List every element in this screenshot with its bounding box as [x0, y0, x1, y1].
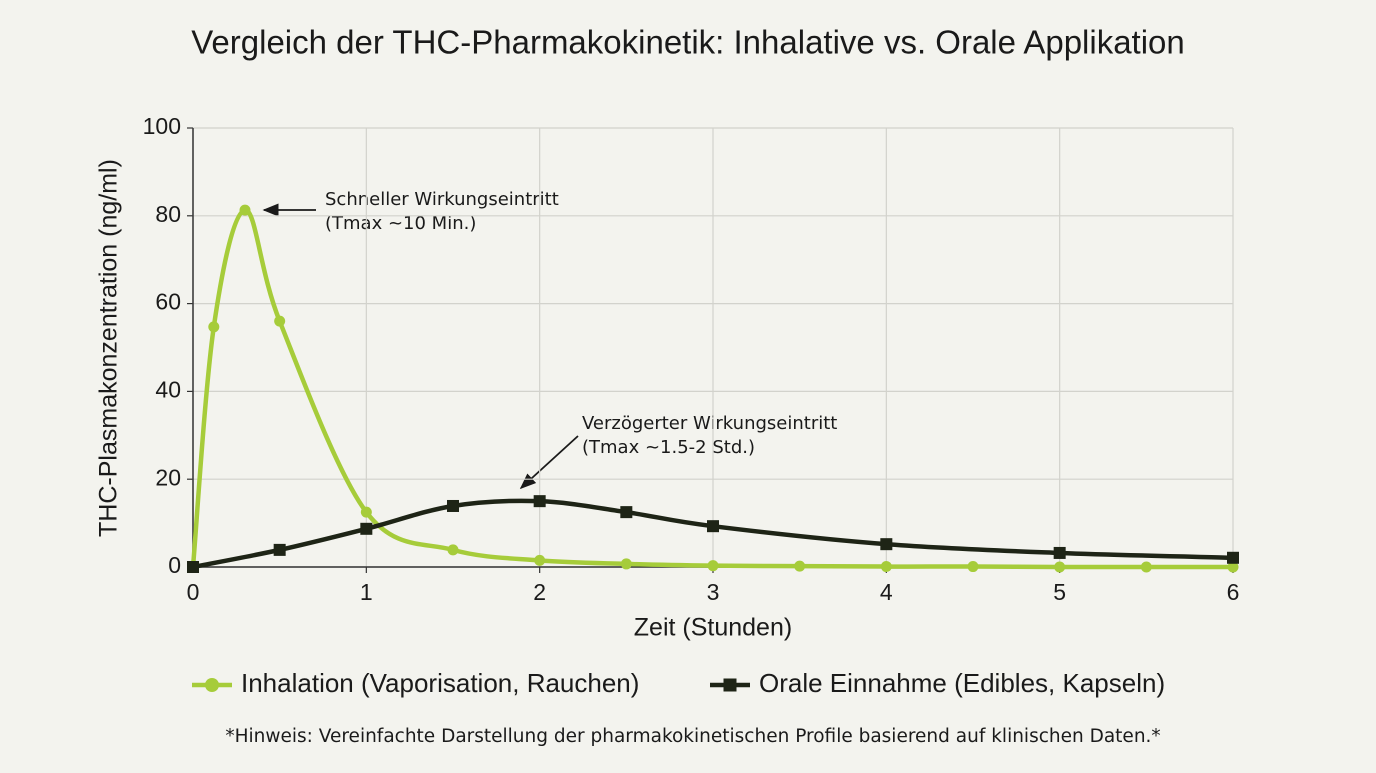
chart-title: Vergleich der THC-Pharmakokinetik: Inhal… — [191, 24, 1185, 61]
y-axis-label: THC-Plasmakonzentration (ng/ml) — [95, 159, 123, 537]
y-tick-label: 0 — [168, 552, 181, 578]
marker — [360, 522, 373, 535]
annotation: (Tmax ~1.5-2 Std.) — [582, 437, 755, 458]
marker — [1054, 561, 1066, 573]
x-tick-label: 3 — [707, 579, 720, 605]
marker — [274, 315, 286, 327]
marker — [707, 520, 719, 533]
marker — [447, 499, 459, 512]
marker — [880, 561, 892, 573]
marker — [1053, 546, 1066, 559]
marker — [360, 506, 372, 518]
marker — [187, 561, 199, 573]
legend-label: Orale Einnahme (Edibles, Kapseln) — [759, 668, 1165, 698]
x-tick-label: 2 — [533, 579, 546, 605]
marker — [273, 543, 286, 556]
y-tick-label: 40 — [155, 376, 181, 402]
x-tick-label: 5 — [1053, 579, 1066, 605]
marker — [533, 495, 546, 508]
marker — [239, 204, 251, 216]
marker — [447, 544, 459, 556]
y-tick-label: 20 — [155, 464, 181, 490]
footnote: *Hinweis: Vereinfachte Darstellung der p… — [225, 726, 1160, 747]
y-tick-label: 60 — [155, 289, 181, 315]
x-axis-label: Zeit (Stunden) — [634, 614, 792, 642]
marker — [1227, 551, 1239, 564]
marker — [534, 554, 546, 566]
legend-marker — [205, 678, 219, 692]
legend-label: Inhalation (Vaporisation, Rauchen) — [241, 668, 639, 698]
annotation: Verzögerter Wirkungseintritt — [582, 413, 837, 434]
marker — [620, 506, 633, 519]
annotation-arrow — [519, 435, 579, 490]
marker — [1227, 561, 1239, 573]
marker — [208, 321, 220, 333]
marker — [967, 561, 979, 573]
marker — [620, 558, 632, 570]
x-tick-label: 6 — [1227, 579, 1240, 605]
annotation: (Tmax ~10 Min.) — [325, 213, 476, 234]
legend-marker — [723, 678, 737, 692]
marker — [1140, 561, 1152, 573]
marker — [707, 560, 719, 572]
y-tick-label: 100 — [143, 113, 181, 139]
x-tick-label: 0 — [187, 579, 200, 605]
annotation: Schneller Wirkungseintritt — [325, 189, 559, 210]
y-tick-label: 80 — [155, 201, 181, 227]
marker — [880, 538, 893, 551]
x-tick-label: 1 — [360, 579, 373, 605]
x-tick-label: 4 — [880, 579, 893, 605]
marker — [794, 560, 806, 572]
